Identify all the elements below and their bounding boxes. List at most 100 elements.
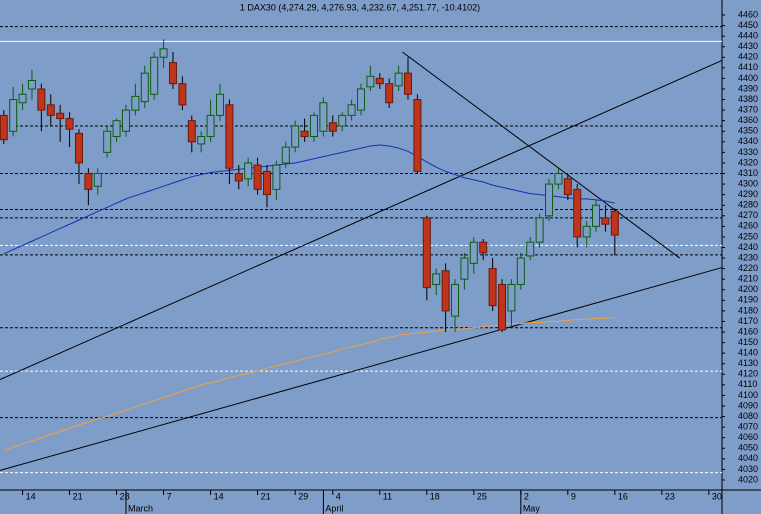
y-tick-label: 4120 xyxy=(738,369,758,379)
candle-body xyxy=(338,114,347,127)
candle-body xyxy=(479,241,488,254)
candle-body xyxy=(413,99,422,172)
y-tick-label: 4460 xyxy=(738,9,758,19)
candle-body xyxy=(74,132,83,164)
trend-line xyxy=(402,51,680,259)
y-tick-label: 4180 xyxy=(738,305,758,315)
candle-body xyxy=(347,104,356,116)
y-tick-label: 4020 xyxy=(738,474,758,484)
candle-body xyxy=(319,102,328,132)
moving-average xyxy=(3,144,615,255)
candle-body xyxy=(488,268,497,307)
candle-body xyxy=(0,114,8,141)
x-tick-label: 30 xyxy=(712,491,722,501)
candle-body xyxy=(385,83,394,104)
x-tick-label: 14 xyxy=(26,491,36,501)
y-tick-label: 4080 xyxy=(738,411,758,421)
candle-body xyxy=(253,164,262,190)
candle-body xyxy=(592,204,601,227)
y-tick-label: 4300 xyxy=(738,178,758,188)
x-tick-label: 2 xyxy=(524,491,529,501)
x-tick-label: 28 xyxy=(120,491,130,501)
candle-body xyxy=(422,217,431,289)
y-tick-label: 4160 xyxy=(738,326,758,336)
candle-body xyxy=(150,56,159,95)
candle-body xyxy=(244,162,253,180)
candle-body xyxy=(197,136,206,145)
candle-body xyxy=(563,178,572,196)
x-tick-label: 16 xyxy=(618,491,628,501)
y-tick-label: 4060 xyxy=(738,432,758,442)
x-tick-label: 21 xyxy=(73,491,83,501)
y-tick-label: 4230 xyxy=(738,252,758,262)
candle-body xyxy=(112,120,121,138)
candle-body xyxy=(272,164,281,190)
candle-body xyxy=(516,257,525,285)
y-tick-label: 4360 xyxy=(738,115,758,125)
candle-body xyxy=(27,80,36,90)
candle-body xyxy=(281,146,290,164)
y-tick-label: 4040 xyxy=(738,453,758,463)
candle-body xyxy=(65,118,74,130)
y-tick-label: 4330 xyxy=(738,147,758,157)
y-tick-label: 4220 xyxy=(738,263,758,273)
x-tick-label: 29 xyxy=(298,491,308,501)
y-tick-label: 4030 xyxy=(738,464,758,474)
y-tick-label: 4270 xyxy=(738,210,758,220)
y-tick-label: 4100 xyxy=(738,390,758,400)
y-tick-label: 4420 xyxy=(738,52,758,62)
candle-body xyxy=(187,120,196,143)
y-tick-label: 4310 xyxy=(738,168,758,178)
candle-body xyxy=(131,95,140,111)
y-tick-label: 4390 xyxy=(738,83,758,93)
y-tick-label: 4200 xyxy=(738,284,758,294)
y-tick-label: 4290 xyxy=(738,189,758,199)
y-tick-label: 4070 xyxy=(738,422,758,432)
candle-body xyxy=(507,283,516,312)
candle-body xyxy=(234,173,243,182)
candle-body xyxy=(554,173,563,185)
x-tick-label: 4 xyxy=(336,491,341,501)
candle-body xyxy=(309,114,318,138)
candle-body xyxy=(159,48,168,58)
x-tick-label: 21 xyxy=(261,491,271,501)
candle-body xyxy=(291,125,300,148)
candle-body xyxy=(545,183,554,217)
x-tick-label: 7 xyxy=(167,491,172,501)
x-tick-label: 11 xyxy=(383,491,392,501)
candle-body xyxy=(215,93,224,116)
candle-body xyxy=(469,241,478,264)
y-tick-label: 4150 xyxy=(738,337,758,347)
y-tick-label: 4440 xyxy=(738,31,758,41)
candle-body xyxy=(375,77,384,85)
y-tick-label: 4250 xyxy=(738,231,758,241)
candle-body xyxy=(526,241,535,257)
month-label: May xyxy=(523,503,541,513)
candle-body xyxy=(535,217,544,243)
candle-body xyxy=(582,225,591,238)
candle-body xyxy=(56,112,65,120)
y-tick-label: 4050 xyxy=(738,443,758,453)
candle-body xyxy=(18,93,27,104)
y-tick-label: 4450 xyxy=(738,20,758,30)
candle-body xyxy=(601,217,610,225)
candle-body xyxy=(460,257,469,280)
y-tick-label: 4400 xyxy=(738,73,758,83)
candle-body xyxy=(498,283,507,331)
candle-body xyxy=(46,104,55,116)
y-tick-label: 4380 xyxy=(738,94,758,104)
candle-body xyxy=(84,173,93,190)
y-tick-label: 4430 xyxy=(738,41,758,51)
y-tick-label: 4370 xyxy=(738,104,758,114)
y-tick-label: 4170 xyxy=(738,316,758,326)
y-tick-label: 4410 xyxy=(738,62,758,72)
y-tick-label: 4340 xyxy=(738,136,758,146)
candle-body xyxy=(103,130,112,153)
candle-body xyxy=(300,130,309,138)
candle-body xyxy=(178,83,187,106)
candle-body xyxy=(610,210,619,236)
y-tick-label: 4240 xyxy=(738,242,758,252)
y-tick-label: 4260 xyxy=(738,221,758,231)
candle-body xyxy=(121,109,130,132)
x-tick-label: 18 xyxy=(430,491,440,501)
